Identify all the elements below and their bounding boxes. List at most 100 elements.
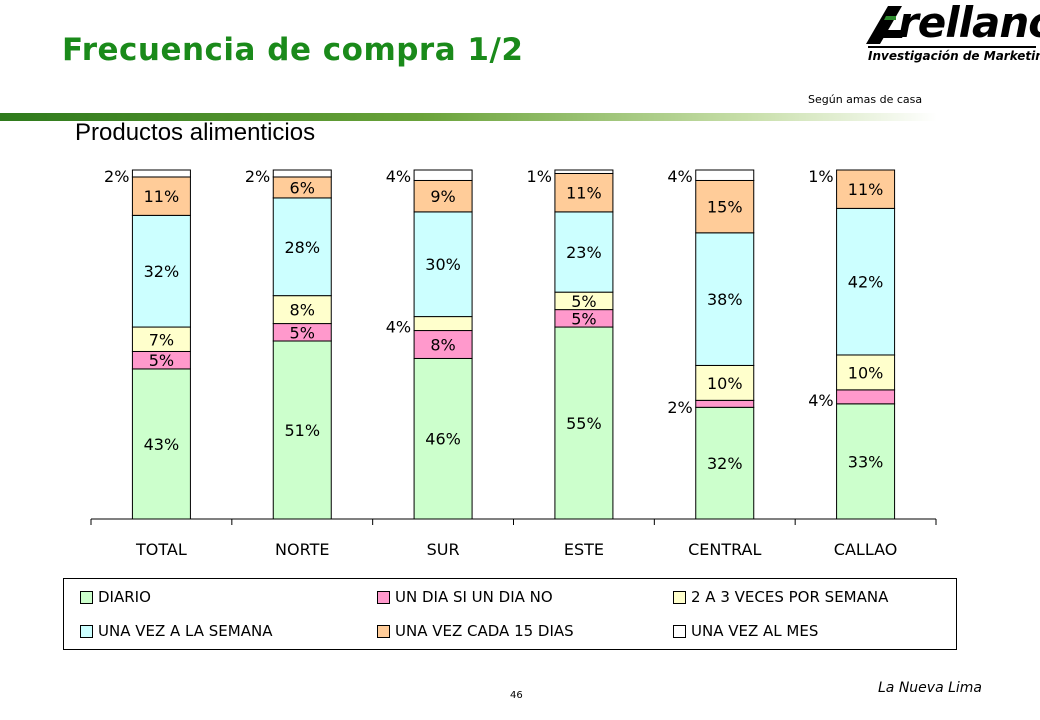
logo-tagline: Investigación de Marketing: [868, 49, 1040, 63]
data-label: 5%: [149, 351, 174, 370]
data-label: 8%: [290, 301, 315, 320]
bar-segment: [131, 176, 191, 216]
data-label: 7%: [149, 330, 174, 349]
data-label: 4%: [667, 167, 692, 186]
logo-a-mark-icon: [866, 6, 906, 44]
bar-segment: [695, 364, 755, 401]
company-logo: rellano Investigación de Marketing: [858, 0, 1040, 68]
data-label: 33%: [848, 452, 884, 471]
data-label: 51%: [284, 421, 320, 440]
category-label: TOTAL: [135, 540, 187, 559]
data-label: 30%: [425, 255, 461, 274]
data-label: 42%: [848, 273, 884, 292]
legend-label: UNA VEZ AL MES: [691, 622, 819, 640]
footer-label: La Nueva Lima: [878, 680, 983, 696]
legend-label: UNA VEZ CADA 15 DIAS: [395, 622, 574, 640]
bar-segment: [413, 169, 473, 181]
bar-segment: [272, 295, 332, 325]
data-label: 15%: [707, 198, 743, 217]
logo-wordmark: rellano: [898, 0, 1040, 47]
data-label: 5%: [571, 309, 596, 328]
category-label: CENTRAL: [688, 540, 761, 559]
chart-legend: DIARIO UN DIA SI UN DIA NO 2 A 3 VECES POR…: [63, 578, 957, 650]
data-label: 1%: [808, 167, 833, 186]
bar-segment: [695, 179, 755, 234]
data-label: 8%: [430, 336, 455, 355]
bar-segment: [836, 207, 896, 356]
data-label: 4%: [808, 391, 833, 410]
data-label: 11%: [144, 187, 180, 206]
data-label: 2%: [667, 398, 692, 417]
data-label: 11%: [566, 184, 602, 203]
bar-segment: [413, 211, 473, 318]
legend-item: UN DIA SI UN DIA NO: [377, 587, 553, 607]
data-label: 32%: [707, 454, 743, 473]
page-number: 46: [510, 690, 523, 701]
bar-segment: [413, 316, 473, 332]
data-label: 4%: [386, 167, 411, 186]
bar-segment: [695, 406, 755, 520]
legend-swatch: [80, 590, 93, 604]
data-label: 28%: [284, 238, 320, 257]
legend-swatch: [377, 624, 390, 638]
data-label: 10%: [848, 363, 884, 382]
bar-segment: [836, 389, 896, 405]
category-label: NORTE: [275, 540, 329, 559]
bar-segment: [413, 179, 473, 213]
data-label: 2%: [245, 167, 270, 186]
bar-segment: [131, 326, 191, 352]
bar-segment: [272, 197, 332, 297]
bar-segment: [836, 169, 896, 209]
bar-segment: [695, 169, 755, 181]
legend-label: UNA VEZ A LA SEMANA: [98, 622, 273, 640]
legend-item: UNA VEZ A LA SEMANA: [80, 621, 272, 641]
legend-label: 2 A 3 VECES POR SEMANA: [691, 588, 889, 606]
source-note: Según amas de casa: [808, 93, 923, 106]
legend-swatch: [80, 624, 93, 638]
data-label: 11%: [848, 180, 884, 199]
category-label: ESTE: [564, 540, 604, 559]
bar-segment: [695, 232, 755, 366]
bar-segment: [554, 211, 614, 293]
data-label: 5%: [290, 323, 315, 342]
header-band: [0, 113, 937, 121]
bar-segment: [695, 399, 755, 408]
data-label: 43%: [144, 435, 180, 454]
bar-segment: [131, 169, 191, 178]
data-label: 1%: [527, 167, 552, 186]
data-label: 38%: [707, 290, 743, 309]
bar-segment: [554, 169, 614, 174]
bar-segment: [554, 326, 614, 520]
page-title: Frecuencia de compra 1/2: [62, 32, 524, 68]
bar-segment: [413, 330, 473, 359]
data-label: 4%: [386, 318, 411, 337]
data-label: 32%: [144, 262, 180, 281]
bar-segment: [131, 368, 191, 520]
data-label: 6%: [290, 178, 315, 197]
legend-swatch: [673, 590, 686, 604]
logo-rule: [868, 46, 1036, 48]
legend-item: 2 A 3 VECES POR SEMANA: [673, 587, 888, 607]
bar-segment: [836, 403, 896, 520]
legend-label: DIARIO: [98, 588, 151, 606]
bar-segment: [836, 354, 896, 391]
bar-segment: [413, 357, 473, 520]
legend-item: UNA VEZ AL MES: [673, 621, 818, 641]
data-label: 2%: [104, 167, 129, 186]
legend-item: DIARIO: [80, 587, 151, 607]
legend-item: UNA VEZ CADA 15 DIAS: [377, 621, 574, 641]
chart-title: Productos alimenticios: [75, 119, 316, 146]
data-label: 5%: [571, 292, 596, 311]
legend-label: UN DIA SI UN DIA NO: [395, 588, 553, 606]
data-label: 46%: [425, 430, 461, 449]
legend-swatch: [377, 590, 390, 604]
data-label: 9%: [430, 187, 455, 206]
legend-swatch: [673, 624, 686, 638]
category-label: SUR: [427, 540, 460, 559]
data-label: 23%: [566, 243, 602, 262]
bar-segment: [272, 340, 332, 520]
bar-segment: [272, 169, 332, 178]
data-label: 10%: [707, 374, 743, 393]
category-label: CALLAO: [834, 540, 898, 559]
